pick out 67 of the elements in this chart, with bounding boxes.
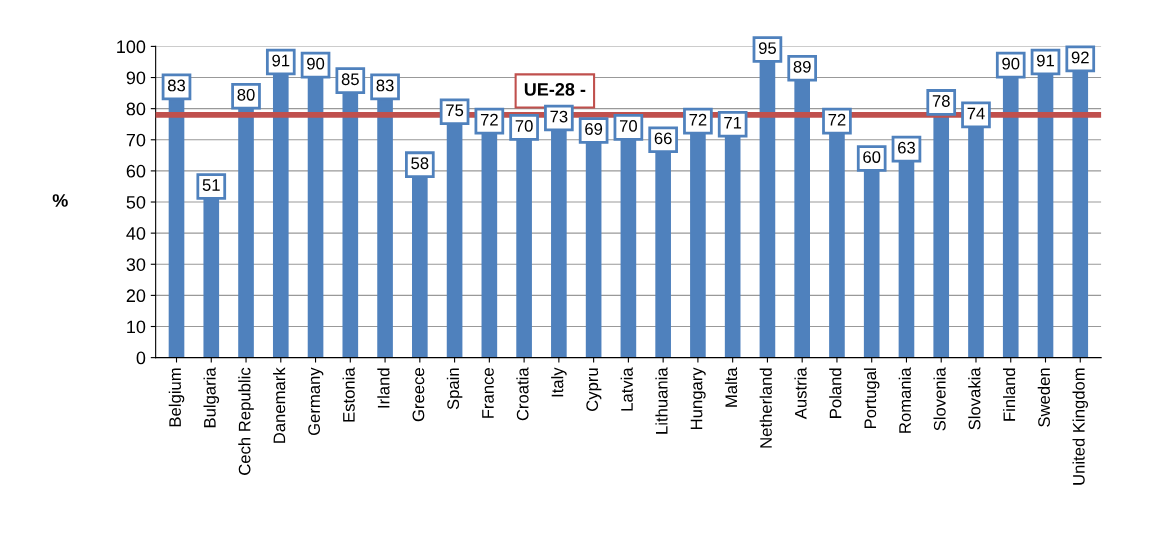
- data-label: 75: [446, 104, 464, 117]
- y-tick-label: 10: [127, 320, 146, 334]
- ref-line-label: UE-28 -: [524, 82, 586, 96]
- x-tick-label: Sweden: [1037, 368, 1050, 427]
- y-tick-label: 30: [126, 258, 146, 271]
- x-tick-label: United Kingdom: [1072, 368, 1089, 485]
- data-label: 58: [411, 157, 429, 170]
- y-tick-label: 50: [126, 195, 146, 209]
- x-tick-label: Slovakia: [968, 367, 981, 430]
- data-label: 83: [167, 79, 186, 92]
- y-tick-label: 100: [117, 40, 146, 54]
- y-tick-label: 90: [126, 71, 146, 85]
- y-tick-label: 60: [126, 164, 146, 178]
- x-tick-label: Slovenia: [933, 367, 946, 431]
- x-tick-label: Lithuania: [655, 367, 668, 434]
- x-tick-label: Croatia: [516, 367, 529, 421]
- x-tick-label: Poland: [829, 368, 842, 418]
- x-tick-label: Finland: [1002, 368, 1016, 421]
- y-tick-label: 40: [126, 227, 146, 240]
- data-label: 90: [307, 57, 325, 70]
- data-label: 60: [863, 151, 881, 163]
- data-label: 63: [898, 141, 915, 154]
- data-label: 71: [724, 117, 742, 129]
- y-tick-label: 80: [126, 102, 146, 116]
- data-label: 80: [237, 88, 255, 101]
- data-label: 74: [967, 107, 985, 120]
- x-tick-label: Hungary: [690, 367, 706, 429]
- x-tick-label: Portugal: [863, 368, 880, 429]
- data-label: 70: [619, 120, 637, 132]
- data-label: 69: [585, 123, 603, 135]
- data-label: 51: [202, 179, 220, 191]
- data-label: 73: [550, 110, 568, 123]
- x-tick-label: Greece: [412, 368, 425, 422]
- x-tick-label: Romania: [898, 367, 911, 433]
- data-label: 85: [341, 73, 359, 86]
- x-tick-label: Latvia: [620, 367, 633, 411]
- x-tick-label: Estonia: [342, 367, 355, 422]
- x-tick-label: Cypru: [586, 368, 602, 411]
- x-tick-label: Malta: [724, 367, 738, 407]
- data-label: 72: [828, 113, 846, 126]
- data-label: 66: [654, 132, 672, 145]
- data-label: 72: [480, 113, 498, 126]
- x-tick-label: France: [482, 368, 494, 418]
- y-axis-title: %: [52, 194, 68, 207]
- x-tick-label: Belgium: [168, 368, 185, 427]
- data-label: 70: [515, 120, 533, 132]
- x-tick-label: Austria: [794, 367, 807, 420]
- data-label: 89: [793, 60, 811, 73]
- data-label: 83: [376, 79, 394, 92]
- y-tick-label: 20: [126, 289, 146, 303]
- x-tick-label: Spain: [446, 368, 463, 410]
- data-label: 72: [689, 113, 707, 126]
- data-label: 91: [272, 54, 290, 67]
- x-tick-label: Irland: [377, 368, 390, 408]
- y-tick-label: 0: [136, 351, 146, 365]
- data-label: 90: [1002, 57, 1020, 70]
- x-tick-label: Germany: [308, 367, 324, 436]
- data-label: 91: [1037, 54, 1054, 67]
- y-tick-label: 70: [126, 133, 146, 147]
- x-tick-label: Italy: [551, 367, 567, 397]
- data-label: 78: [932, 95, 950, 107]
- x-tick-label: Cech Republic: [238, 367, 254, 475]
- data-label: 95: [758, 42, 776, 55]
- x-tick-label: Bulgaria: [203, 367, 220, 428]
- x-tick-label: Danemark: [273, 367, 286, 443]
- data-label: 92: [1071, 51, 1089, 64]
- x-tick-label: Netherland: [759, 368, 772, 448]
